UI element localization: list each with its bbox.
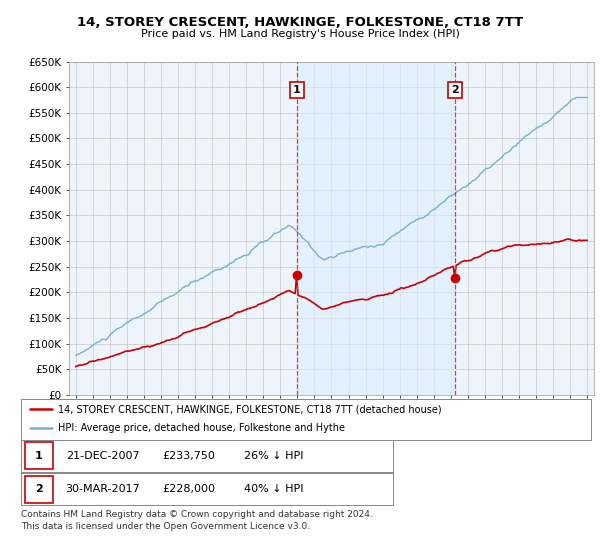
Text: 21-DEC-2007: 21-DEC-2007: [65, 451, 139, 460]
Bar: [25, 442, 53, 469]
Text: Price paid vs. HM Land Registry's House Price Index (HPI): Price paid vs. HM Land Registry's House …: [140, 29, 460, 39]
Text: £228,000: £228,000: [163, 484, 215, 494]
Text: Contains HM Land Registry data © Crown copyright and database right 2024.
This d: Contains HM Land Registry data © Crown c…: [21, 510, 373, 531]
Text: 1: 1: [35, 451, 43, 460]
Text: 14, STOREY CRESCENT, HAWKINGE, FOLKESTONE, CT18 7TT (detached house): 14, STOREY CRESCENT, HAWKINGE, FOLKESTON…: [58, 404, 442, 414]
Text: HPI: Average price, detached house, Folkestone and Hythe: HPI: Average price, detached house, Folk…: [58, 423, 345, 433]
Text: 2: 2: [451, 85, 459, 95]
Text: 2: 2: [35, 484, 43, 494]
Bar: [25, 476, 53, 502]
Text: 30-MAR-2017: 30-MAR-2017: [65, 484, 140, 494]
Text: 40% ↓ HPI: 40% ↓ HPI: [244, 484, 304, 494]
Text: 1: 1: [293, 85, 301, 95]
Text: £233,750: £233,750: [163, 451, 215, 460]
Text: 26% ↓ HPI: 26% ↓ HPI: [244, 451, 304, 460]
Bar: [297, 62, 455, 395]
Text: 14, STOREY CRESCENT, HAWKINGE, FOLKESTONE, CT18 7TT: 14, STOREY CRESCENT, HAWKINGE, FOLKESTON…: [77, 16, 523, 29]
